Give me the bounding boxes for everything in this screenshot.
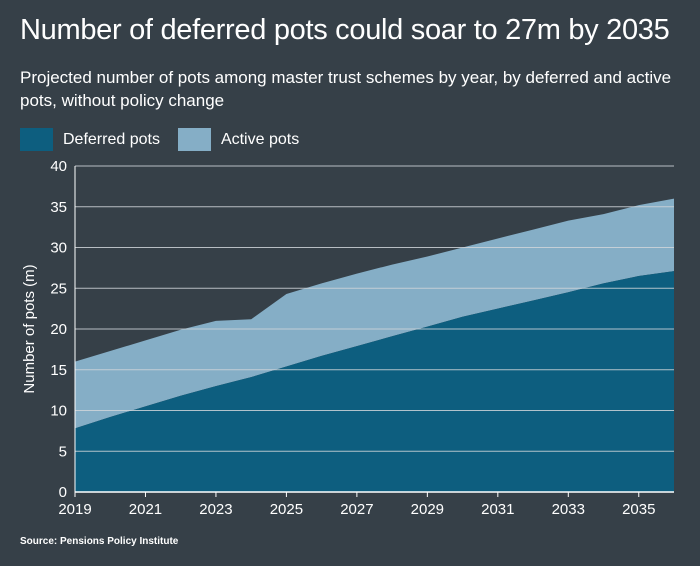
x-tick-label: 2035 <box>622 501 655 518</box>
legend-label-deferred: Deferred pots <box>63 130 160 148</box>
legend-label-active: Active pots <box>220 130 300 148</box>
x-tick-label: 2029 <box>411 501 444 518</box>
x-tick-label: 2031 <box>481 501 514 518</box>
legend-item-active: Active pots <box>177 128 300 151</box>
legend: Deferred pots Active pots <box>20 128 317 151</box>
deferred-pots-area <box>75 271 674 492</box>
x-tick-label: 2025 <box>270 501 303 518</box>
x-tick-label: 2033 <box>552 501 585 518</box>
legend-swatch-active <box>177 128 211 151</box>
y-tick-label: 35 <box>50 199 67 216</box>
chart-title: Number of deferred pots could soar to 27… <box>20 14 670 46</box>
y-tick-label: 30 <box>50 240 67 257</box>
active-pots-area <box>75 198 674 429</box>
y-axis-title: Number of pots (m) <box>21 264 38 393</box>
legend-swatch-deferred <box>20 128 53 151</box>
x-tick-label: 2019 <box>58 501 91 518</box>
legend-item-deferred: Deferred pots <box>20 128 160 151</box>
y-tick-label: 20 <box>50 321 67 338</box>
x-tick-label: 2027 <box>340 501 373 518</box>
chart-subtitle: Projected number of pots among master tr… <box>20 68 672 110</box>
y-tick-label: 0 <box>59 484 67 501</box>
y-tick-label: 10 <box>50 403 67 420</box>
y-tick-label: 15 <box>50 362 67 379</box>
y-tick-label: 25 <box>50 280 67 297</box>
y-tick-label: 5 <box>59 443 67 460</box>
y-tick-label: 40 <box>50 158 67 175</box>
x-tick-label: 2023 <box>199 501 232 518</box>
source-note: Source: Pensions Policy Institute <box>20 536 179 547</box>
x-tick-label: 2021 <box>129 501 162 518</box>
